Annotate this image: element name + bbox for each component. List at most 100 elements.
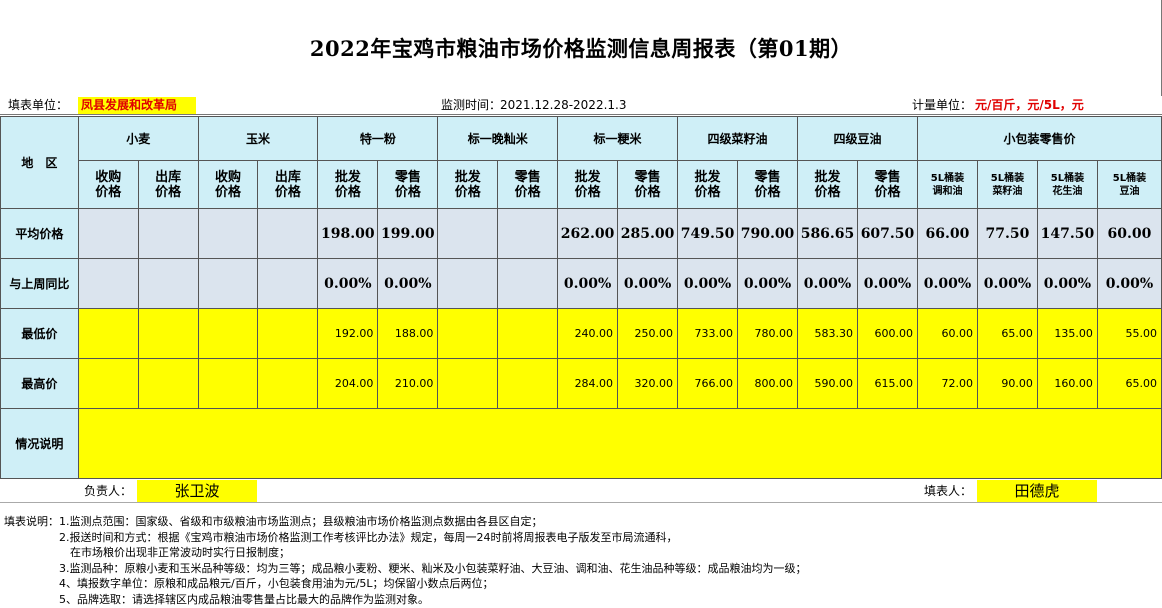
cmp-cell[interactable]: 0.00% <box>857 258 918 309</box>
cmp-cell[interactable] <box>257 258 319 309</box>
avg-cell[interactable]: 60.00 <box>1096 208 1162 259</box>
max-cell[interactable]: 284.00 <box>557 358 619 409</box>
avg-cell[interactable] <box>437 208 499 259</box>
max-cell[interactable] <box>257 358 319 409</box>
cmp-cell[interactable]: 0.00% <box>317 258 379 309</box>
avg-cell[interactable] <box>77 208 139 259</box>
period-label: 监测时间： <box>441 98 502 112</box>
max-cell[interactable] <box>77 358 139 409</box>
min-cell[interactable]: 192.00 <box>317 308 379 359</box>
min-cell[interactable]: 135.00 <box>1036 308 1098 359</box>
avg-cell[interactable] <box>137 208 199 259</box>
report-title: 2022年宝鸡市粮油市场价格监测信息周报表（第01期） <box>309 36 853 61</box>
avg-cell[interactable]: 77.50 <box>976 208 1038 259</box>
filler-label: 填表人： <box>924 484 973 498</box>
max-cell[interactable]: 204.00 <box>317 358 379 409</box>
avg-cell[interactable]: 66.00 <box>916 208 978 259</box>
max-cell[interactable]: 766.00 <box>677 358 739 409</box>
min-cell[interactable] <box>137 308 199 359</box>
sub-header-12: 批发 价格 <box>797 160 858 209</box>
sub-header-text: 价格 <box>694 184 721 200</box>
min-cell[interactable] <box>497 308 559 359</box>
max-cell[interactable] <box>197 358 259 409</box>
max-cell[interactable]: 65.00 <box>1096 358 1162 409</box>
max-cell[interactable]: 800.00 <box>737 358 799 409</box>
max-cell[interactable]: 615.00 <box>857 358 918 409</box>
min-cell[interactable]: 250.00 <box>617 308 679 359</box>
cmp-cell[interactable]: 0.00% <box>916 258 978 309</box>
cmp-cell[interactable]: 0.00% <box>557 258 619 309</box>
max-cell[interactable] <box>497 358 559 409</box>
avg-cell[interactable]: 586.65 <box>797 208 858 259</box>
sub-header-16: 5L桶装 花生油 <box>1036 160 1098 209</box>
sub-header-text: 零售 <box>394 169 421 185</box>
sub-header-15: 5L桶装 菜籽油 <box>976 160 1038 209</box>
min-cell[interactable] <box>77 308 139 359</box>
period-value[interactable]: 2021.12.28-2022.1.3 <box>500 98 627 112</box>
max-cell[interactable]: 210.00 <box>377 358 439 409</box>
cmp-cell[interactable] <box>437 258 499 309</box>
cmp-cell[interactable]: 0.00% <box>1096 258 1162 309</box>
max-cell[interactable] <box>437 358 499 409</box>
sub-header-6: 批发 价格 <box>437 160 499 209</box>
note-line: 在市场粮价出现非正常波动时实行日报制度； <box>4 546 290 559</box>
min-cell[interactable] <box>197 308 259 359</box>
filler-name[interactable]: 田德虎 <box>977 480 1097 502</box>
min-cell[interactable] <box>257 308 319 359</box>
sub-header-7: 零售 价格 <box>497 160 559 209</box>
avg-cell[interactable] <box>197 208 259 259</box>
row-label-max: 最高价 <box>0 358 79 409</box>
avg-cell[interactable]: 147.50 <box>1036 208 1098 259</box>
owner-name[interactable]: 张卫波 <box>137 480 257 502</box>
max-cell[interactable]: 160.00 <box>1036 358 1098 409</box>
min-cell[interactable]: 780.00 <box>737 308 799 359</box>
min-cell[interactable]: 60.00 <box>916 308 978 359</box>
cmp-cell[interactable] <box>77 258 139 309</box>
title-area: 2022年宝鸡市粮油市场价格监测信息周报表（第01期） <box>0 0 1162 96</box>
sub-header-text: 零售 <box>874 169 901 185</box>
note-cell[interactable] <box>77 408 1162 479</box>
min-cell[interactable]: 65.00 <box>976 308 1038 359</box>
cmp-cell[interactable] <box>497 258 559 309</box>
avg-cell[interactable]: 749.50 <box>677 208 739 259</box>
max-cell[interactable]: 590.00 <box>797 358 858 409</box>
cmp-cell[interactable] <box>197 258 259 309</box>
avg-cell[interactable]: 198.00 <box>317 208 379 259</box>
sub-header-text: 价格 <box>454 184 481 200</box>
avg-cell[interactable]: 199.00 <box>377 208 439 259</box>
cmp-cell[interactable] <box>137 258 199 309</box>
row-label-note: 情况说明 <box>0 408 79 479</box>
sub-header-text: 5L桶装 <box>1112 172 1147 184</box>
min-cell[interactable]: 583.30 <box>797 308 858 359</box>
avg-cell[interactable]: 285.00 <box>617 208 679 259</box>
max-cell[interactable]: 72.00 <box>916 358 978 409</box>
sub-header-3: 出库 价格 <box>257 160 319 209</box>
cmp-cell[interactable]: 0.00% <box>737 258 799 309</box>
cmp-cell[interactable]: 0.00% <box>677 258 739 309</box>
min-cell[interactable]: 600.00 <box>857 308 918 359</box>
group-header-corn: 玉米 <box>197 116 319 161</box>
avg-cell[interactable]: 790.00 <box>737 208 799 259</box>
avg-cell[interactable] <box>257 208 319 259</box>
min-cell[interactable]: 55.00 <box>1096 308 1162 359</box>
cmp-cell[interactable]: 0.00% <box>617 258 679 309</box>
cmp-cell[interactable]: 0.00% <box>377 258 439 309</box>
sub-header-text: 批发 <box>574 169 601 185</box>
avg-cell[interactable]: 607.50 <box>857 208 918 259</box>
max-cell[interactable] <box>137 358 199 409</box>
sub-header-10: 批发 价格 <box>677 160 739 209</box>
max-cell[interactable]: 90.00 <box>976 358 1038 409</box>
sub-header-text: 收购 <box>95 169 122 185</box>
cmp-cell[interactable]: 0.00% <box>797 258 858 309</box>
avg-cell[interactable] <box>497 208 559 259</box>
min-cell[interactable]: 188.00 <box>377 308 439 359</box>
sub-header-text: 价格 <box>274 184 301 200</box>
min-cell[interactable] <box>437 308 499 359</box>
max-cell[interactable]: 320.00 <box>617 358 679 409</box>
cmp-cell[interactable]: 0.00% <box>976 258 1038 309</box>
avg-cell[interactable]: 262.00 <box>557 208 619 259</box>
min-cell[interactable]: 240.00 <box>557 308 619 359</box>
unit-value[interactable]: 凤县发展和改革局 <box>78 97 196 114</box>
cmp-cell[interactable]: 0.00% <box>1036 258 1098 309</box>
min-cell[interactable]: 733.00 <box>677 308 739 359</box>
